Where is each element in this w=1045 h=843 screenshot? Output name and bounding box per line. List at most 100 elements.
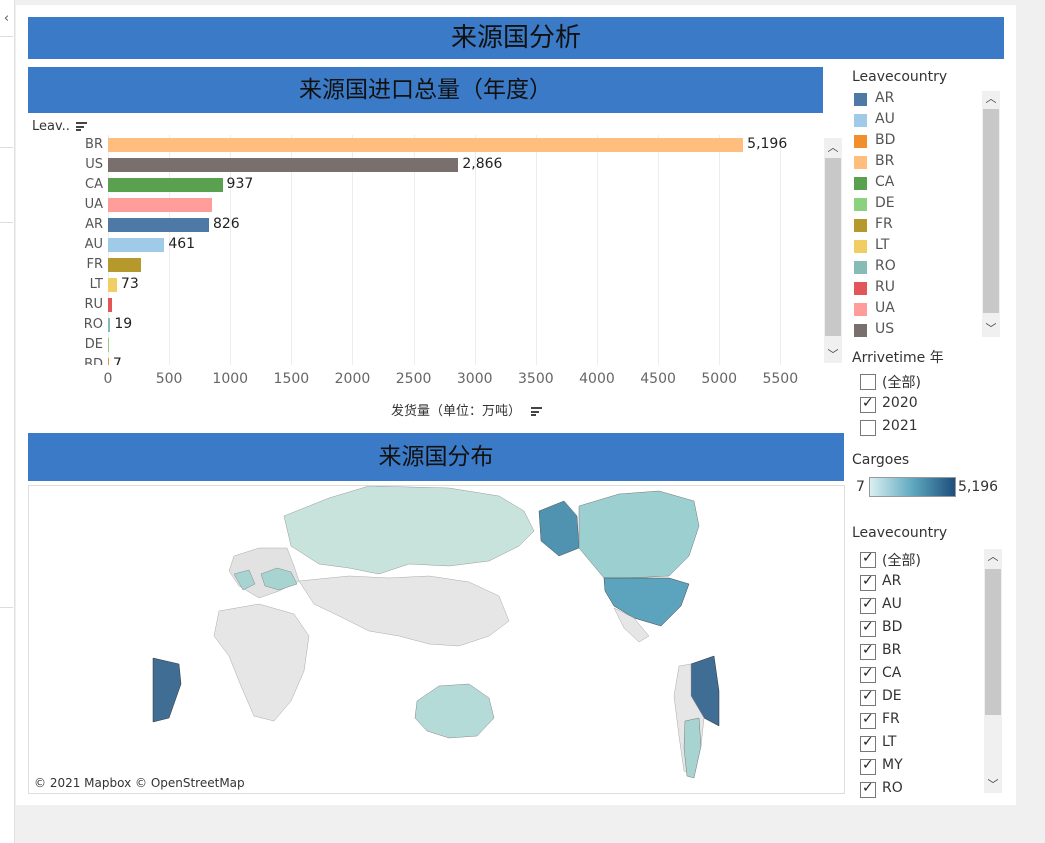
chevron-up-icon[interactable]: ︿ bbox=[985, 92, 997, 105]
checkbox-checked-icon[interactable] bbox=[860, 665, 876, 683]
category-label[interactable]: BR bbox=[85, 137, 103, 152]
checkbox-checked-icon[interactable] bbox=[860, 780, 876, 798]
x-tick-label: 4500 bbox=[640, 371, 676, 387]
legend-label: AU bbox=[875, 111, 895, 127]
bar-ua[interactable] bbox=[108, 198, 212, 212]
world-map-graphic[interactable] bbox=[29, 486, 844, 793]
collapse-panel-icon[interactable]: ‹ bbox=[0, 8, 13, 37]
gridline bbox=[780, 135, 782, 365]
bar-fr[interactable] bbox=[108, 258, 141, 272]
checkbox-checked-icon[interactable] bbox=[860, 596, 876, 614]
checkbox-icon[interactable] bbox=[860, 374, 876, 390]
filter-option-label: (全部) bbox=[882, 553, 921, 569]
bar-value-label: 73 bbox=[120, 276, 139, 292]
category-label[interactable]: UA bbox=[84, 197, 103, 212]
legend-scrollbar[interactable]: ︿ ﹀ bbox=[982, 91, 1000, 337]
chevron-down-icon[interactable]: ﹀ bbox=[985, 322, 997, 335]
category-label[interactable]: FR bbox=[86, 257, 103, 272]
pane-divider bbox=[0, 222, 13, 223]
bar-br[interactable] bbox=[108, 138, 744, 152]
filter-option-label: BR bbox=[882, 642, 902, 658]
bar-us[interactable] bbox=[108, 158, 459, 172]
color-legend-title: Leavecountry bbox=[852, 69, 948, 85]
brazil-west-edge bbox=[152, 657, 182, 723]
chevron-up-icon[interactable]: ︿ bbox=[827, 141, 839, 154]
map-attribution[interactable]: © 2021 Mapbox © OpenStreetMap bbox=[34, 776, 245, 790]
checkbox-checked-icon[interactable] bbox=[860, 619, 876, 637]
bar-au[interactable] bbox=[108, 238, 165, 252]
country-filter-scrollbar[interactable]: ︿ ﹀ bbox=[984, 549, 1002, 793]
legend-label: LT bbox=[875, 237, 890, 253]
legend-label: RU bbox=[875, 279, 895, 295]
category-label[interactable]: RO bbox=[83, 317, 103, 332]
checkbox-checked-icon[interactable] bbox=[860, 642, 876, 660]
category-label[interactable]: DE bbox=[84, 337, 103, 352]
checkbox-checked-icon[interactable] bbox=[860, 395, 876, 413]
gridline bbox=[535, 135, 537, 365]
legend-swatch bbox=[854, 93, 867, 106]
bar-ar[interactable] bbox=[108, 218, 209, 232]
gridline bbox=[658, 135, 660, 365]
gridline bbox=[413, 135, 415, 365]
bar-chart-scrollbar[interactable]: ︿ ﹀ bbox=[824, 138, 842, 363]
checkbox-checked-icon[interactable] bbox=[860, 711, 876, 729]
bar-value-label: 461 bbox=[168, 236, 196, 252]
category-label[interactable]: BD bbox=[84, 357, 103, 365]
bar-ru[interactable] bbox=[108, 298, 112, 312]
x-tick-label: 1500 bbox=[273, 371, 310, 387]
x-tick-label: 0 bbox=[103, 371, 113, 387]
category-label[interactable]: AR bbox=[85, 217, 103, 232]
category-label[interactable]: CA bbox=[85, 177, 103, 192]
canada-region bbox=[578, 490, 700, 579]
bar-de[interactable] bbox=[108, 338, 109, 352]
france-region bbox=[233, 569, 256, 591]
category-label[interactable]: RU bbox=[84, 297, 103, 312]
scrollbar-thumb[interactable] bbox=[983, 109, 999, 313]
sort-descending-icon[interactable] bbox=[531, 407, 543, 416]
filter-option-label: FR bbox=[882, 711, 900, 727]
bar-value-label: 19 bbox=[114, 316, 133, 332]
checkbox-checked-icon[interactable] bbox=[860, 734, 876, 752]
scrollbar-thumb[interactable] bbox=[825, 158, 841, 336]
cargo-legend-title: Cargoes bbox=[852, 452, 910, 468]
bar-bd[interactable] bbox=[108, 358, 109, 365]
sort-descending-icon[interactable] bbox=[76, 122, 88, 131]
checkbox-checked-icon[interactable] bbox=[860, 573, 876, 591]
choropleth-map[interactable]: © 2021 Mapbox © OpenStreetMap bbox=[28, 485, 845, 794]
filter-option-label: 2020 bbox=[882, 395, 918, 411]
bar-chart-title: 来源国进口总量（年度） bbox=[28, 67, 823, 113]
chevron-down-icon[interactable]: ﹀ bbox=[987, 778, 999, 791]
chevron-up-icon[interactable]: ︿ bbox=[987, 550, 999, 563]
category-label[interactable]: AU bbox=[84, 237, 103, 252]
cargo-legend-min: 7 bbox=[856, 479, 865, 495]
filter-option-label: LT bbox=[882, 734, 897, 750]
x-tick-label: 3000 bbox=[456, 371, 493, 387]
y-axis-header[interactable]: Leav.. bbox=[32, 119, 88, 134]
bar-value-label: 826 bbox=[212, 216, 240, 232]
bar-lt[interactable] bbox=[108, 278, 117, 292]
legend-swatch bbox=[854, 177, 867, 190]
category-label[interactable]: US bbox=[85, 157, 103, 172]
gridline bbox=[352, 135, 354, 365]
bar-chart-plot[interactable]: BR 5,196 US 2,866 CA 937 UA AR 826 AU 461 FR LT 73 RU R… bbox=[32, 135, 822, 365]
russia-region bbox=[283, 486, 535, 575]
legend-swatch bbox=[854, 219, 867, 232]
x-axis-label[interactable]: 发货量（单位：万吨） bbox=[391, 400, 543, 419]
scrollbar-thumb[interactable] bbox=[985, 569, 1001, 715]
checkbox-checked-icon[interactable] bbox=[860, 550, 876, 568]
bar-ca[interactable] bbox=[108, 178, 223, 192]
chevron-down-icon[interactable]: ﹀ bbox=[827, 348, 839, 361]
legend-swatch bbox=[854, 114, 867, 127]
filter-option-label: AR bbox=[882, 573, 902, 589]
australia-region bbox=[414, 683, 495, 739]
bar-value-label: 5,196 bbox=[747, 136, 788, 152]
africa-region bbox=[213, 603, 310, 722]
bar-ro[interactable] bbox=[108, 318, 111, 332]
checkbox-checked-icon[interactable] bbox=[860, 688, 876, 706]
category-label[interactable]: LT bbox=[89, 277, 103, 292]
legend-label: US bbox=[875, 321, 895, 337]
checkbox-checked-icon[interactable] bbox=[860, 757, 876, 775]
usa-region bbox=[603, 577, 690, 627]
bar-value-label: 2,866 bbox=[462, 156, 503, 172]
checkbox-icon[interactable] bbox=[860, 420, 876, 436]
